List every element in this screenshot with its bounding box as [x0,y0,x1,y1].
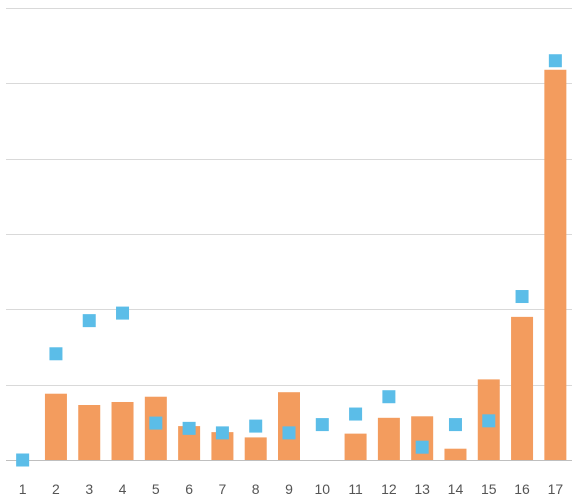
x-tick-label-9: 9 [285,481,293,497]
x-tick-label-10: 10 [315,481,331,497]
marker-11 [349,407,363,421]
x-tick-label-12: 12 [381,481,397,497]
marker-13 [415,440,429,454]
marker-7 [215,426,229,440]
gridlines [6,8,572,461]
x-axis-ticks: 1 2 3 4 5 6 7 8 9 10 11 12 13 14 15 16 17 [19,481,564,497]
marker-8 [249,419,263,433]
marker-12 [382,390,396,404]
marker-9 [282,426,296,440]
x-tick-label-16: 16 [514,481,530,497]
marker-5 [149,416,163,430]
x-tick-label-14: 14 [448,481,464,497]
marker-1 [16,453,30,467]
bar-3 [78,405,101,460]
x-tick-label-5: 5 [152,481,160,497]
marker-15 [482,414,496,428]
marker-4 [116,306,130,320]
x-tick-label-17: 17 [548,481,564,497]
marker-10 [315,418,329,432]
marker-16 [515,290,529,304]
bar-8 [244,437,267,460]
bar-16 [511,316,534,460]
x-tick-label-11: 11 [348,481,363,497]
marker-17 [548,54,562,68]
bar-4 [111,401,134,460]
bar-9 [278,392,300,460]
x-tick-label-13: 13 [414,481,430,497]
bar-2 [44,393,67,460]
marker-series [16,54,562,467]
marker-14 [448,418,462,432]
bar-12 [377,417,400,460]
bar-17 [544,69,567,461]
bar-14 [444,448,467,460]
x-tick-label-1: 1 [19,481,27,497]
marker-2 [49,347,63,361]
x-tick-label-15: 15 [481,481,497,497]
bar-11 [344,433,367,460]
bar-series [44,69,567,461]
x-tick-label-8: 8 [252,481,260,497]
x-tick-label-4: 4 [119,481,127,497]
x-tick-label-6: 6 [185,481,193,497]
x-tick-label-2: 2 [52,481,60,497]
marker-6 [182,421,196,435]
x-tick-label-7: 7 [219,481,227,497]
x-tick-label-3: 3 [85,481,93,497]
marker-3 [82,314,96,328]
